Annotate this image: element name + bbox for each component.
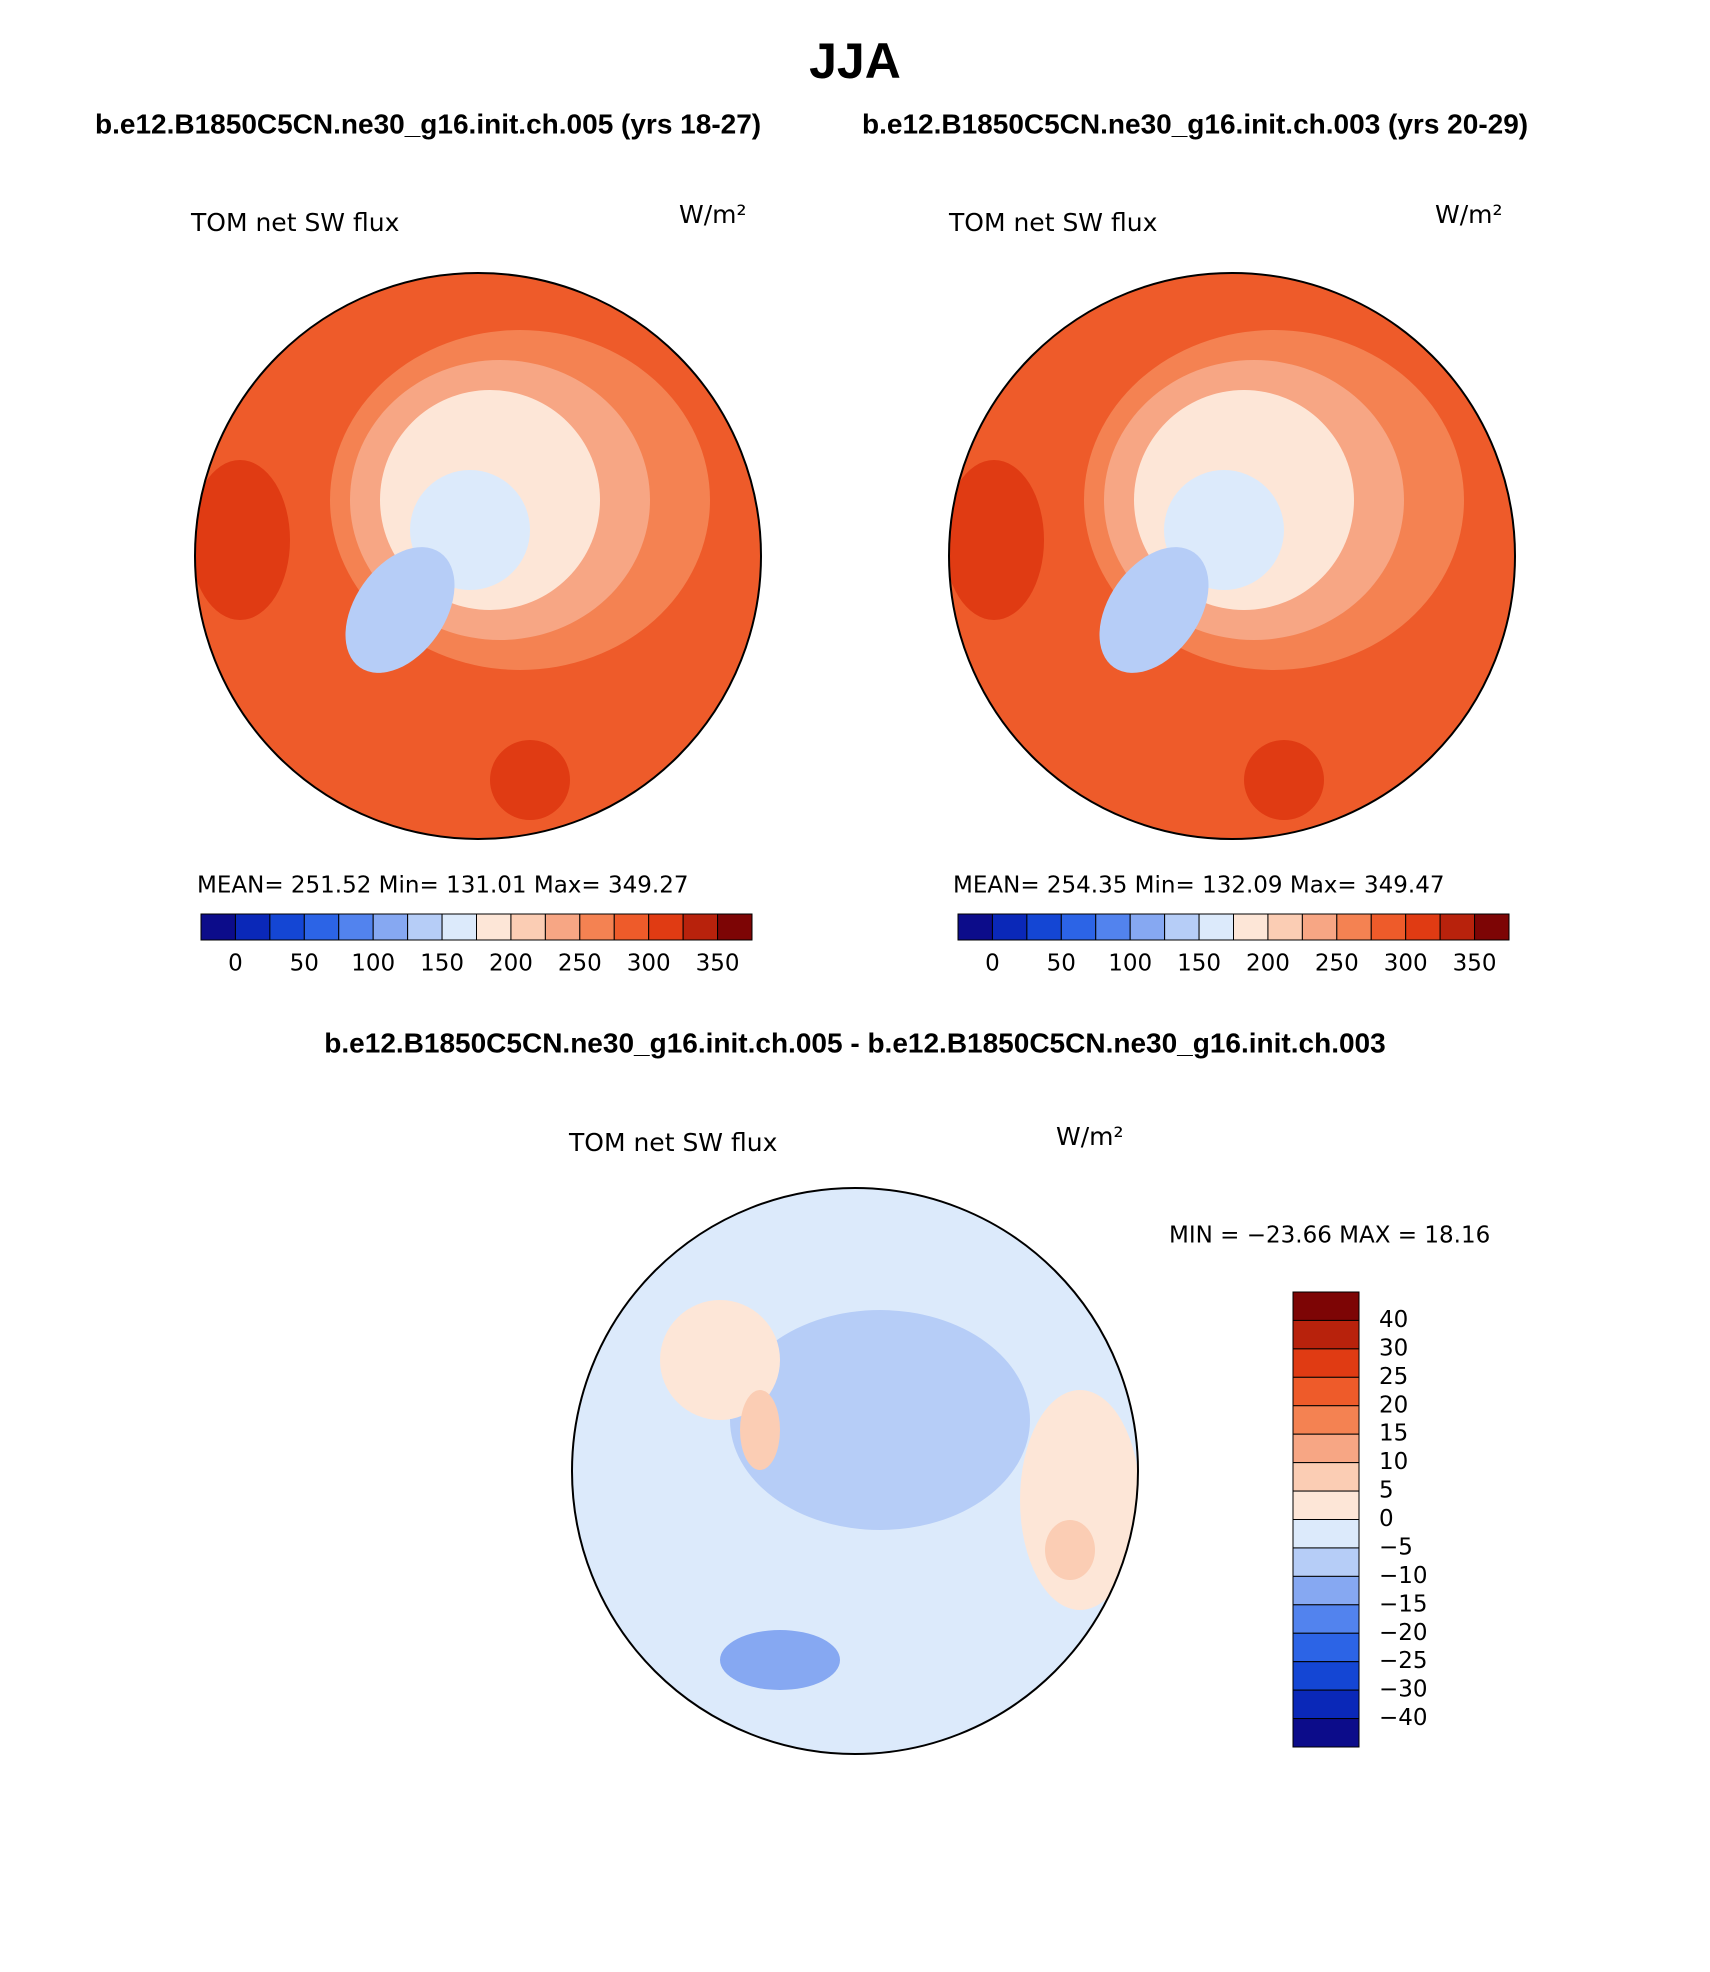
colorbar-label: −25 <box>1379 1648 1428 1674</box>
colorbar-label: 350 <box>1453 951 1497 977</box>
colorbar-box <box>1198 913 1234 941</box>
colorbar-box <box>1292 1405 1360 1435</box>
colorbar-box <box>1474 913 1510 941</box>
colorbar-label: −15 <box>1379 1591 1428 1617</box>
colorbar-box <box>510 913 546 941</box>
colorbar-label: 200 <box>1246 951 1290 977</box>
panel-title: TOM net SW flux <box>568 1128 777 1157</box>
colorbar-label: 5 <box>1379 1478 1394 1504</box>
units: W/m² <box>1056 1122 1124 1151</box>
colorbar-box <box>1336 913 1372 941</box>
colorbar-box <box>372 913 409 941</box>
subtitle: b.e12.B1850C5CN.ne30_g16.init.ch.003 (yr… <box>862 108 1528 139</box>
map-border <box>948 272 1516 840</box>
colorbar-label: 350 <box>696 951 740 977</box>
colorbar-label: 10 <box>1379 1449 1408 1475</box>
colorbar-label: 0 <box>985 951 1000 977</box>
subtitle: b.e12.B1850C5CN.ne30_g16.init.ch.005 (yr… <box>95 108 761 139</box>
colorbar-label: 30 <box>1379 1335 1408 1361</box>
colorbar-box <box>1405 913 1441 941</box>
colorbar-label: −5 <box>1379 1534 1413 1560</box>
stats: MIN = −23.66 MAX = 18.16 <box>1169 1223 1490 1249</box>
map <box>949 273 1515 839</box>
figure-title: JJA <box>809 33 901 89</box>
colorbar-box <box>544 913 581 941</box>
difference-title: b.e12.B1850C5CN.ne30_g16.init.ch.005 - b… <box>324 1027 1385 1058</box>
colorbar-box <box>1370 913 1407 941</box>
colorbar-box <box>441 913 477 941</box>
colorbar-box <box>269 913 305 941</box>
colorbar-box <box>200 913 236 941</box>
colorbar-label: 250 <box>1315 951 1359 977</box>
colorbar-box <box>1292 1519 1360 1549</box>
colorbar-box <box>1292 1547 1360 1577</box>
colorbar-box <box>717 913 753 941</box>
colorbar-box <box>476 913 512 941</box>
colorbar-box <box>303 913 340 941</box>
colorbar-label: 25 <box>1379 1364 1408 1390</box>
colorbar-label: 50 <box>290 951 319 977</box>
map-border <box>571 1187 1139 1755</box>
colorbar-box <box>1292 1490 1360 1520</box>
colorbar-box <box>1292 1319 1360 1350</box>
colorbar-box <box>1292 1291 1360 1321</box>
colorbar-box <box>991 913 1028 941</box>
map-border <box>194 272 762 840</box>
colorbar-label: 15 <box>1379 1421 1408 1447</box>
stats: MEAN= 251.52 Min= 131.01 Max= 349.27 <box>197 873 688 899</box>
colorbar-label: −40 <box>1379 1705 1428 1731</box>
colorbar-box <box>1129 913 1166 941</box>
colorbar-label: 100 <box>1108 951 1152 977</box>
colorbar-box <box>613 913 650 941</box>
colorbar-box <box>1292 1348 1360 1378</box>
colorbar-label: 200 <box>489 951 533 977</box>
colorbar-box <box>1267 913 1303 941</box>
colorbar-label: 40 <box>1379 1307 1408 1333</box>
units: W/m² <box>679 200 747 229</box>
colorbar-box <box>1292 1661 1360 1691</box>
colorbar-label: 0 <box>228 951 243 977</box>
colorbar-box <box>1292 1718 1360 1748</box>
colorbar-label: 250 <box>558 951 602 977</box>
colorbar-box <box>1026 913 1062 941</box>
colorbar-label: −20 <box>1379 1620 1428 1646</box>
colorbar-box <box>648 913 684 941</box>
colorbar-box <box>682 913 719 941</box>
colorbar-box <box>1233 913 1269 941</box>
colorbar-label: 0 <box>1379 1506 1394 1532</box>
colorbar-label: 100 <box>351 951 395 977</box>
colorbar-box <box>1095 913 1131 941</box>
map <box>195 273 761 839</box>
colorbar-box <box>1439 913 1476 941</box>
colorbar-box <box>957 913 993 941</box>
colorbar-box <box>1292 1433 1360 1464</box>
colorbar-box <box>338 913 374 941</box>
colorbar-box <box>407 913 443 941</box>
colorbar-box <box>1164 913 1200 941</box>
units: W/m² <box>1435 200 1503 229</box>
colorbar-box <box>1292 1632 1360 1663</box>
colorbar-label: 150 <box>1177 951 1221 977</box>
colorbar-label: 150 <box>420 951 464 977</box>
colorbar-label: −10 <box>1379 1563 1428 1589</box>
colorbar-box <box>1292 1376 1360 1407</box>
colorbar-label: 300 <box>627 951 671 977</box>
stats: MEAN= 254.35 Min= 132.09 Max= 349.47 <box>953 873 1444 899</box>
colorbar-box <box>1292 1604 1360 1634</box>
map <box>572 1188 1138 1754</box>
colorbar-label: 20 <box>1379 1392 1408 1418</box>
colorbar-label: 50 <box>1047 951 1076 977</box>
colorbar-label: 300 <box>1384 951 1428 977</box>
colorbar-box <box>1292 1462 1360 1492</box>
colorbar-box <box>579 913 615 941</box>
colorbar-box <box>1292 1689 1360 1720</box>
colorbar-label: −30 <box>1379 1677 1428 1703</box>
colorbar-box <box>234 913 271 941</box>
colorbar-box <box>1301 913 1338 941</box>
colorbar-box <box>1292 1575 1360 1606</box>
panel-title: TOM net SW flux <box>190 208 399 237</box>
panel-title: TOM net SW flux <box>948 208 1157 237</box>
colorbar-box <box>1060 913 1097 941</box>
